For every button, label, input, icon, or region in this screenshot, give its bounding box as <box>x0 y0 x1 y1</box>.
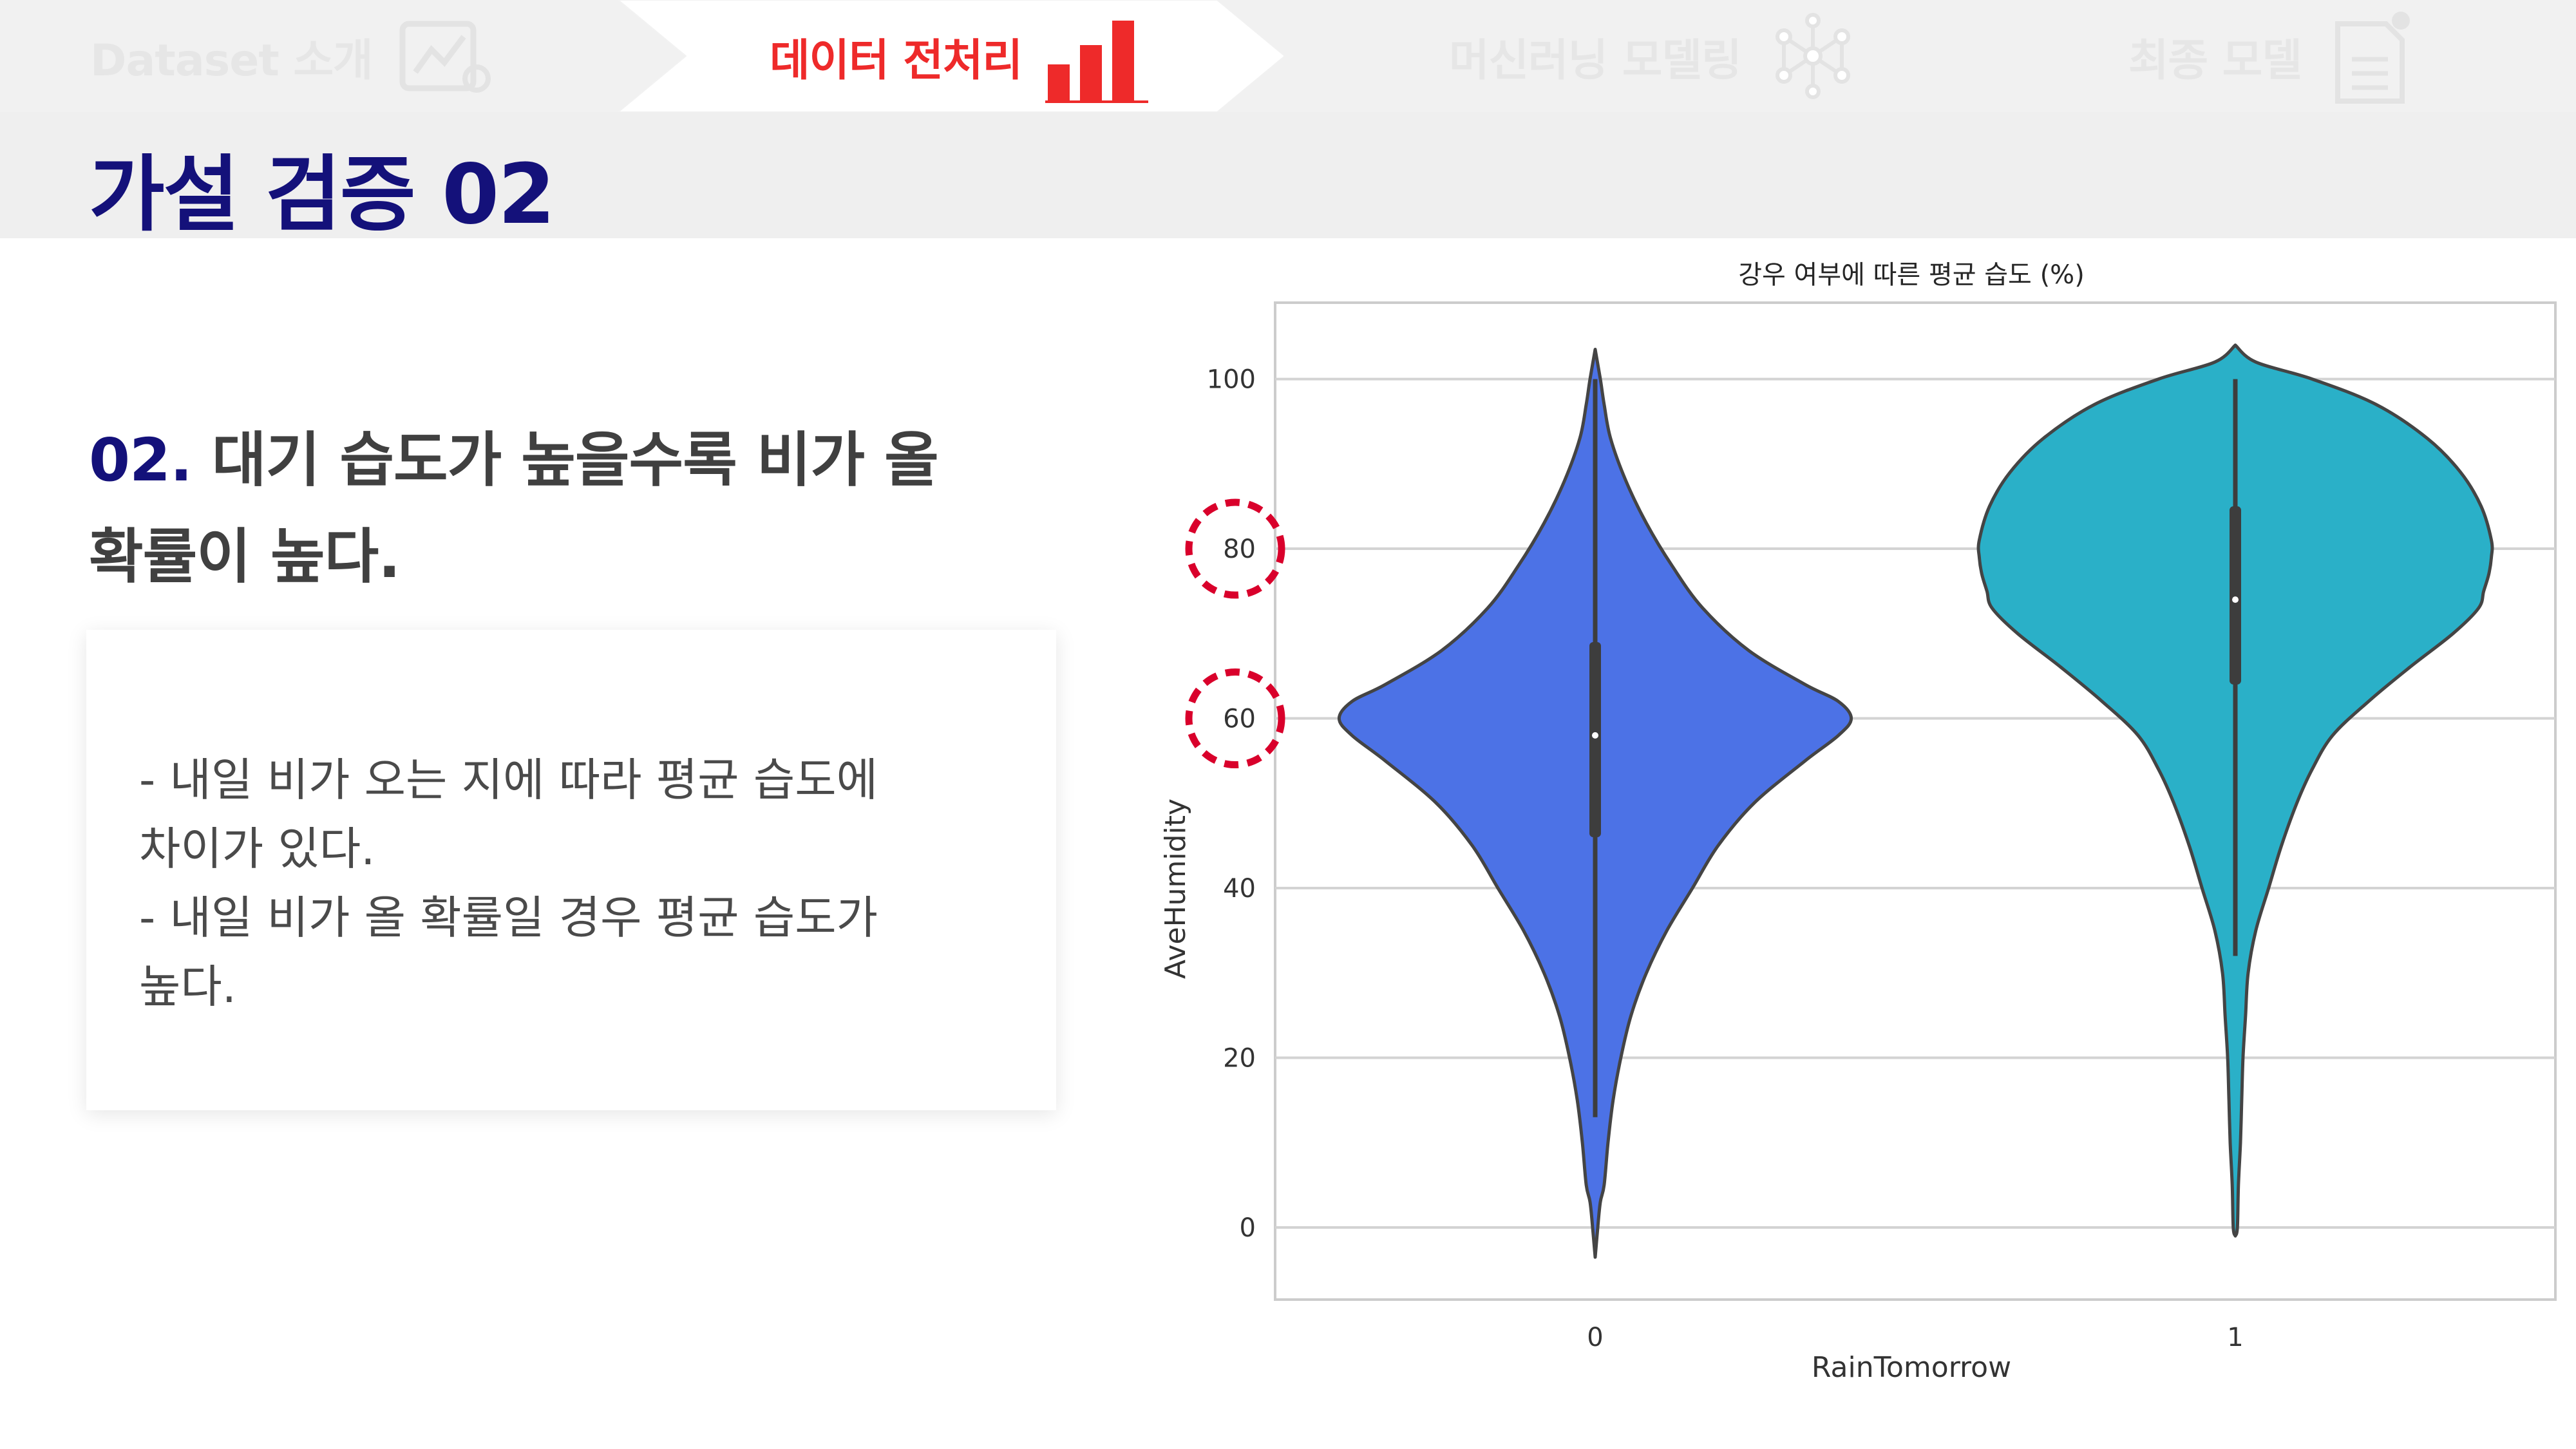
violin-median-dot-1 <box>2232 596 2239 603</box>
nav-step-final-model[interactable]: 최종 모델 <box>2128 0 2415 112</box>
top-navigation: Dataset 소개 데이터 전처리 머신러닝 모델링 <box>0 0 2576 112</box>
plot-frame <box>1274 301 2557 1301</box>
description-line: 높다. <box>139 960 237 1013</box>
violin-chart: 강우 여부에 따른 평균 습도 (%) RainTomorrow AveHumi… <box>1159 260 2557 1384</box>
nav-step-bg-3 <box>1217 0 2576 112</box>
nav-step-preprocessing[interactable]: 데이터 전처리 <box>770 0 1149 112</box>
hypothesis-text-line1: 대기 습도가 높을수록 비가 올 <box>212 426 939 495</box>
violin-iqr-box-1 <box>2230 506 2241 685</box>
description-text: - 내일 비가 오는 지에 따라 평균 습도에 차이가 있다. - 내일 비가 … <box>139 746 1028 1021</box>
nav-step-modeling[interactable]: 머신러닝 모델링 <box>1449 0 1861 112</box>
description-line: 차이가 있다. <box>139 822 375 875</box>
y-tick-label: 20 <box>1223 1044 1256 1074</box>
y-tick-label: 100 <box>1207 365 1256 395</box>
chart-board-icon <box>399 21 491 93</box>
nav-step-bg-1 <box>0 0 686 112</box>
highlight-circle-60 <box>1185 668 1285 769</box>
hypothesis-text-line2: 확률이 높다. <box>89 522 401 591</box>
hypothesis-heading: 02. 대기 습도가 높을수록 비가 올 확률이 높다. <box>89 412 1094 605</box>
highlight-circle-80 <box>1185 498 1285 599</box>
y-tick-label: 0 <box>1240 1213 1256 1243</box>
x-axis-label: RainTomorrow <box>1812 1351 2011 1384</box>
nav-step-label: 데이터 전처리 <box>770 35 1023 86</box>
document-icon <box>2334 12 2410 104</box>
description-card: - 내일 비가 오는 지에 따라 평균 습도에 차이가 있다. - 내일 비가 … <box>86 630 1056 1110</box>
chart-title: 강우 여부에 따른 평균 습도 (%) <box>1738 260 2085 290</box>
violin-iqr-box-0 <box>1589 641 1601 837</box>
bar-chart-icon <box>1045 21 1149 103</box>
description-line: - 내일 비가 오는 지에 따라 평균 습도에 <box>139 753 878 806</box>
y-axis-label: AveHumidity <box>1159 799 1192 979</box>
x-tick-label: 1 <box>2227 1323 2243 1352</box>
nav-step-label: 최종 모델 <box>2128 35 2302 86</box>
x-tick-label: 0 <box>1587 1323 1603 1352</box>
nav-step-label: Dataset 소개 <box>90 35 374 86</box>
network-icon <box>1775 13 1850 99</box>
y-tick-label: 80 <box>1223 535 1256 564</box>
title-band <box>0 112 2576 238</box>
y-tick-label: 60 <box>1223 705 1256 734</box>
page-title: 가설 검증 02 <box>89 147 555 243</box>
nav-step-label: 머신러닝 모델링 <box>1449 35 1742 86</box>
description-line: - 내일 비가 올 확률일 경우 평균 습도가 <box>139 891 878 944</box>
hypothesis-number: 02. <box>89 426 193 495</box>
y-tick-label: 40 <box>1223 874 1256 904</box>
nav-step-dataset[interactable]: Dataset 소개 <box>90 0 493 112</box>
violin-median-dot-0 <box>1592 732 1598 739</box>
